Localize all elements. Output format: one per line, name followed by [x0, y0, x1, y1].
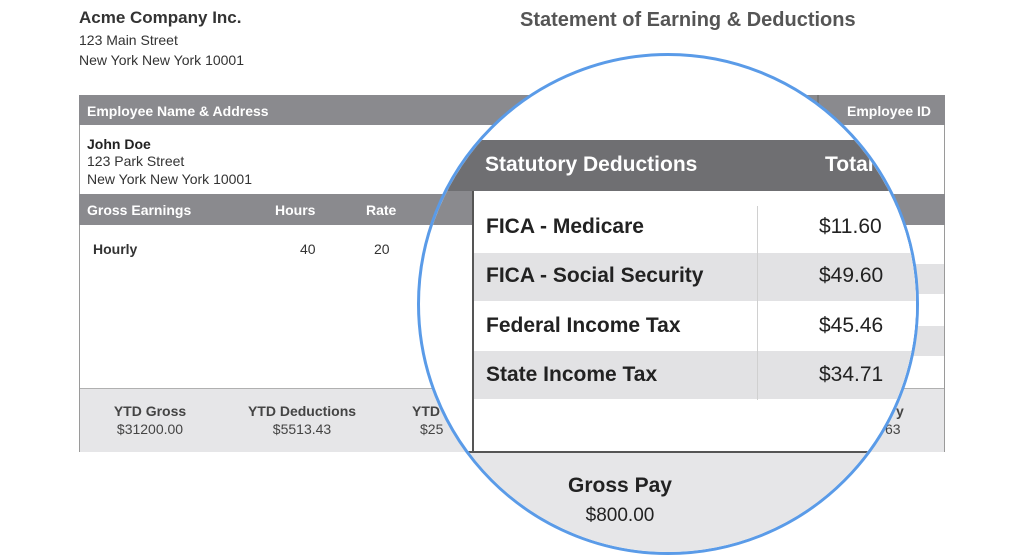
- magnified-header-bar: [420, 140, 916, 191]
- gross-pay-value: $800.00: [585, 505, 655, 526]
- magnified-row-value: $34.71: [819, 363, 884, 386]
- magnified-header-total: Total: [825, 153, 874, 176]
- magnified-row-label: State Income Tax: [486, 363, 658, 386]
- ytd-gross-value: $31200.00: [116, 421, 184, 437]
- ytd-gross-label: YTD Gross: [113, 403, 187, 419]
- magnified-row: [474, 253, 916, 301]
- earnings-row-hours: 40: [300, 241, 316, 257]
- company-address-line1: 123 Main Street: [79, 32, 178, 48]
- magnified-header-label: Statutory Deductions: [485, 153, 698, 176]
- document-title: Statement of Earning & Deductions: [520, 9, 856, 31]
- magnified-row-value: $45.46: [819, 314, 884, 337]
- ytd-partial-value: $25: [420, 421, 444, 437]
- magnified-row-value: $49.60: [819, 264, 884, 287]
- employee-address-line2: New York New York 10001: [87, 171, 252, 187]
- magnified-left-border: [472, 191, 474, 453]
- company-address-line2: New York New York 10001: [79, 52, 244, 68]
- earnings-header-hours: Hours: [275, 202, 316, 218]
- gross-pay-section: [420, 453, 916, 552]
- magnified-row: [474, 351, 916, 399]
- employee-name: John Doe: [87, 136, 151, 152]
- magnified-row-label: FICA - Medicare: [486, 215, 644, 238]
- employee-address-line1: 123 Park Street: [87, 153, 185, 169]
- ytd-deductions-value: $5513.43: [272, 421, 332, 437]
- magnified-row: [474, 302, 916, 350]
- earnings-header-rate: Rate: [366, 202, 397, 218]
- earnings-row-rate: 20: [374, 241, 390, 257]
- employee-header-label: Employee Name & Address: [87, 103, 269, 119]
- earnings-header-type: Gross Earnings: [87, 202, 192, 218]
- magnifier-lens: Statutory Deductions Total FICA - Medica…: [417, 53, 919, 555]
- magnified-row: [474, 206, 916, 252]
- company-name: Acme Company Inc.: [79, 8, 242, 27]
- ytd-deductions-label: YTD Deductions: [247, 403, 357, 419]
- magnified-row-value: $11.60: [819, 215, 882, 238]
- earnings-row-type: Hourly: [93, 241, 138, 257]
- gross-pay-label: Gross Pay: [568, 474, 672, 497]
- employee-id-header-label: Employee ID: [847, 103, 932, 119]
- magnified-bottom-border: [420, 451, 916, 453]
- magnified-row-label: Federal Income Tax: [486, 314, 681, 337]
- magnified-col-divider: [757, 206, 758, 400]
- ytd-partial-label: YTD: [412, 403, 440, 419]
- magnified-row-label: FICA - Social Security: [486, 264, 704, 287]
